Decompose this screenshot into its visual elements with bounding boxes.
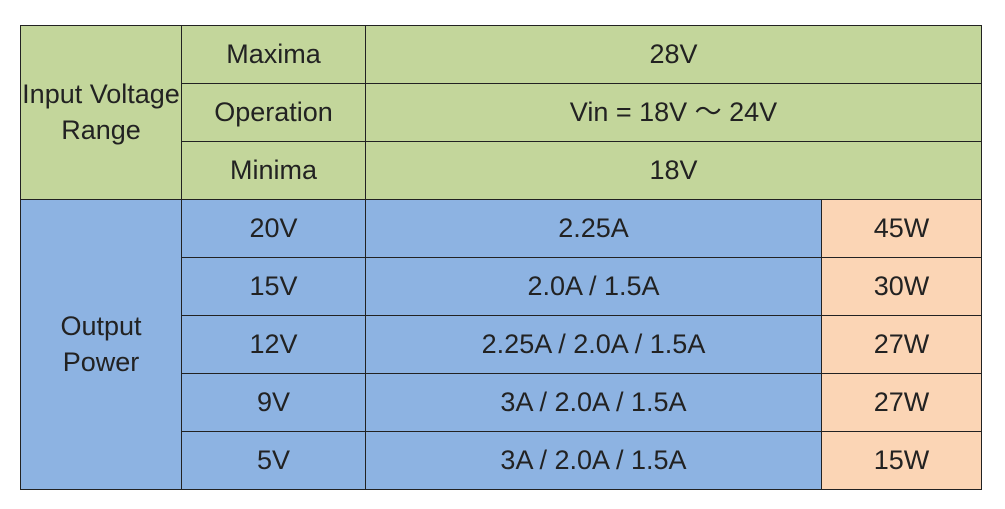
- parameter: Operation: [181, 83, 366, 142]
- power: 45W: [821, 199, 982, 258]
- power: 15W: [821, 431, 982, 490]
- table-row: 15V 2.0A / 1.5A 30W: [21, 257, 982, 316]
- power: 30W: [821, 257, 982, 316]
- table-row: 9V 3A / 2.0A / 1.5A 27W: [21, 373, 982, 432]
- voltage: 5V: [181, 431, 366, 490]
- current: 2.0A / 1.5A: [365, 257, 822, 316]
- table-body: Input Voltage Range Maxima 28V Operation Vin…: [20, 25, 982, 490]
- power: 27W: [821, 315, 982, 374]
- section-label: Input Voltage Range: [20, 25, 182, 200]
- current: 3A / 2.0A / 1.5A: [365, 431, 822, 490]
- current: 2.25A: [365, 199, 822, 258]
- parameter: Minima: [181, 141, 366, 200]
- current: 3A / 2.0A / 1.5A: [365, 373, 822, 432]
- value: Vin = 18V ～ 24V: [365, 83, 982, 142]
- table-row: Input Voltage Range Maxima 28V: [20, 25, 982, 200]
- voltage: 9V: [181, 373, 366, 432]
- power: 27W: [821, 373, 982, 432]
- voltage: 12V: [181, 315, 366, 374]
- table-row: Minima 18V: [21, 141, 982, 200]
- value: 28V: [365, 25, 982, 84]
- table-row: Operation Vin = 18V ～ 24V: [21, 83, 982, 142]
- spec-table: Input Voltage Range Maxima 28V Operation Vin…: [20, 25, 982, 490]
- section-label: Output Power: [20, 199, 182, 490]
- table-row: 12V 2.25A / 2.0A / 1.5A 27W: [21, 315, 982, 374]
- parameter: Maxima: [181, 25, 366, 84]
- table-row: 5V 3A / 2.0A / 1.5A 15W: [21, 431, 982, 490]
- current: 2.25A / 2.0A / 1.5A: [365, 315, 822, 374]
- voltage: 20V: [181, 199, 366, 258]
- voltage: 15V: [181, 257, 366, 316]
- value: 18V: [365, 141, 982, 200]
- table-row: Output Power 20V 2.25A 45W: [20, 199, 982, 490]
